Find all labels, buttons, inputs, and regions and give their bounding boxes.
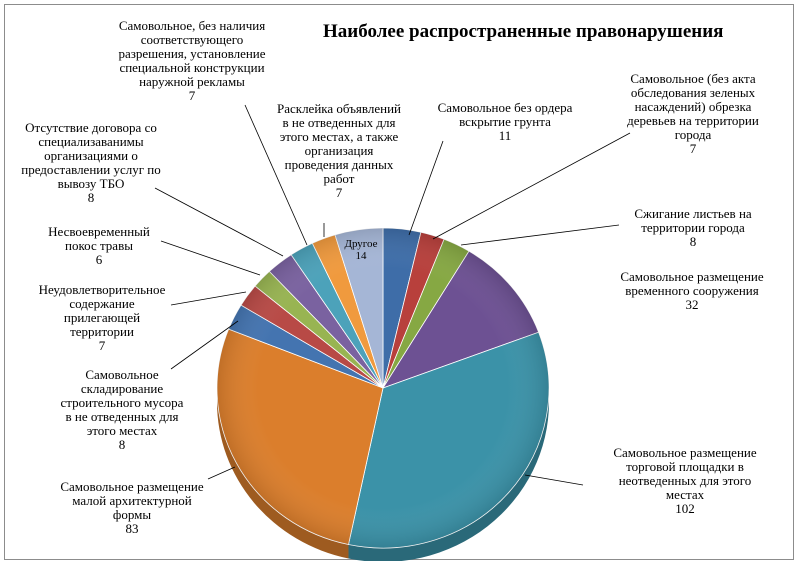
slice-value-10: 7	[189, 88, 196, 103]
slice-label-10: Самовольное, без наличия соответствующего…	[118, 18, 265, 103]
leader-line-2	[460, 224, 620, 246]
slice-label-2: Сжигание листьев на территории города 8	[634, 206, 752, 249]
slice-label-6: Самовольное складирование строительного му…	[61, 367, 184, 452]
leader-line-0	[408, 140, 444, 236]
slice-value-8: 6	[96, 252, 103, 267]
leader-line-4	[524, 474, 584, 486]
leader-line-10	[244, 104, 308, 246]
slice-label-11: Расклейка объявлений в не отведенных для э…	[277, 101, 401, 200]
slice-label-3: Самовольное размещение временного сооруже…	[620, 269, 764, 312]
slice-value-6: 8	[119, 437, 126, 452]
leader-line-8	[160, 240, 261, 276]
slice-value-11: 7	[336, 185, 343, 200]
slice-label-0: Самовольное без ордера вскрытие грунта 11	[438, 100, 573, 143]
leader-line-5	[207, 466, 236, 480]
slice-label-7: Неудовлетворительное содержание прилегающе…	[39, 282, 166, 353]
leader-lines	[154, 104, 631, 486]
slice-label-5: Самовольное размещение малой архитектурно…	[60, 479, 204, 536]
leader-line-1	[432, 132, 631, 240]
slice-label-12: Другое 14	[344, 238, 377, 262]
slice-label-4: Самовольное размещение торговой площадки …	[613, 445, 757, 516]
slice-value-9: 8	[88, 190, 95, 205]
slice-value-4: 102	[675, 501, 695, 516]
slice-value-3: 32	[686, 297, 699, 312]
slice-value-5: 83	[126, 521, 139, 536]
leader-line-6	[170, 320, 239, 370]
slice-label-1: Самовольное (без акта обследования зелены…	[627, 71, 759, 156]
chart-title: Наиболее распространенные правонарушения	[323, 21, 723, 42]
pie-slices	[216, 227, 550, 549]
slice-value-12: 14	[356, 250, 368, 262]
pie-chart: Наиболее распространенные правонарушения…	[21, 18, 764, 561]
slice-labels: Самовольное без ордера вскрытие грунта 11 С…	[21, 18, 764, 536]
slice-label-9: Отсутствие договора со специализаванимы ор…	[21, 120, 161, 205]
slice-value-7: 7	[99, 338, 106, 353]
leader-line-9	[154, 187, 284, 257]
slice-label-8: Несвоевременный покос травы 6	[48, 224, 150, 267]
chart-frame: Наиболее распространенные правонарушения…	[4, 4, 794, 561]
slice-value-1: 7	[690, 141, 697, 156]
slice-value-0: 11	[499, 128, 512, 143]
leader-line-7	[170, 291, 247, 306]
slice-value-2: 8	[690, 234, 697, 249]
